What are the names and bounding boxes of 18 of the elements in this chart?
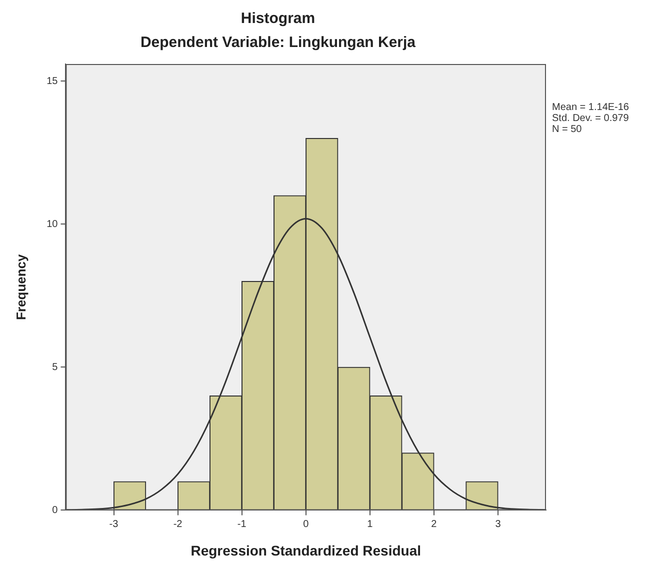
x-tick-label: 1	[367, 518, 374, 530]
x-tick-label: -2	[173, 518, 183, 530]
y-tick-label: 0	[52, 504, 58, 516]
y-tick-label: 5	[52, 362, 58, 373]
text: Std. Dev. = 0.979	[552, 112, 630, 124]
text: Mean = 1.14E-16	[552, 102, 630, 113]
x-tick-label: -1	[237, 518, 247, 530]
chart-subtitle: Dependent Variable: Lingkungan Kerja	[140, 34, 416, 52]
x-tick-label: 0	[303, 518, 310, 530]
y-tick-label: 10	[46, 218, 58, 230]
x-axis-title: Regression Standardized Residual	[190, 542, 422, 558]
chart-title: Histogram	[240, 10, 316, 28]
x-tick-label: -3	[109, 518, 119, 530]
y-axis-title: Frequency	[13, 253, 28, 320]
y-tick-label: 15	[46, 76, 58, 87]
x-tick-label: 3	[495, 518, 502, 530]
x-tick-label: 2	[431, 518, 438, 530]
text: N = 50	[552, 124, 582, 135]
